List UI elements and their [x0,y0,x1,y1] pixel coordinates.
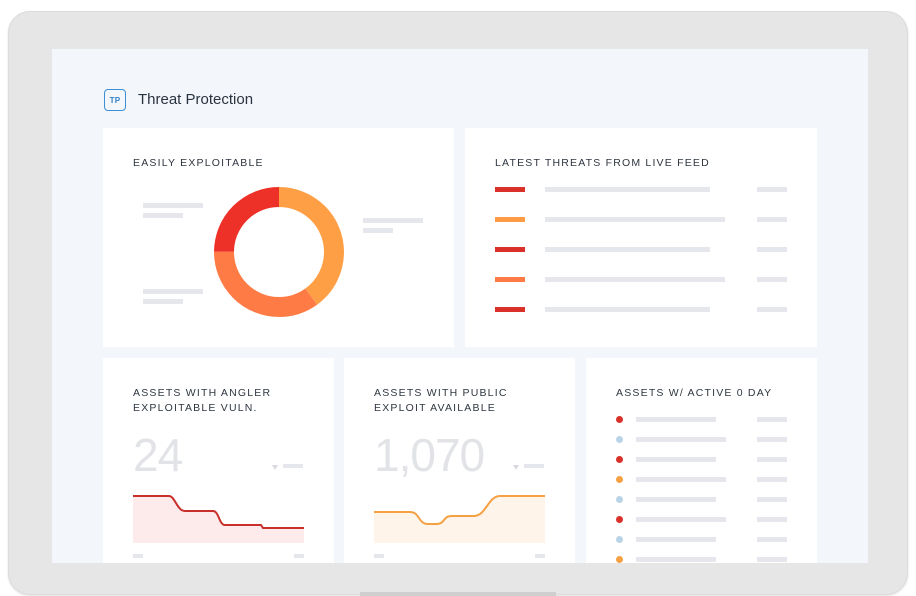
legend-placeholder [363,228,393,233]
threat-value-placeholder [757,187,787,192]
donut-segment-3[interactable] [214,187,344,317]
severity-indicator [495,307,525,312]
angler-count: 24 [133,429,183,481]
legend-placeholder [143,213,183,218]
page-title: Threat Protection [138,91,254,108]
asset-name-placeholder[interactable] [636,457,716,462]
asset-value-placeholder [757,537,787,542]
legend-placeholder [143,299,183,304]
threat-value-placeholder [757,247,787,252]
public-exploit-count: 1,070 [374,429,485,481]
asset-name-placeholder[interactable] [636,417,716,422]
legend-placeholder [363,218,423,223]
asset-value-placeholder [757,437,787,442]
asset-name-placeholder[interactable] [636,497,716,502]
severity-indicator [495,277,525,282]
threat-name-placeholder[interactable] [545,247,710,252]
asset-value-placeholder [757,417,787,422]
severity-indicator [495,247,525,252]
asset-name-placeholder[interactable] [636,437,726,442]
asset-name-placeholder[interactable] [636,537,716,542]
active-zero-day-card[interactable]: ASSETS W/ ACTIVE 0 DAY [586,358,817,563]
card-title-line: EXPLOITABLE VULN. [133,402,258,414]
threat-value-placeholder [757,217,787,222]
status-dot [616,516,623,523]
monitor-stand [360,592,556,596]
donut-chart[interactable] [209,182,349,322]
card-title: ASSETS WITH ANGLER EXPLOITABLE VULN. [133,386,271,416]
card-title: ASSETS W/ ACTIVE 0 DAY [616,387,773,399]
asset-value-placeholder [757,457,787,462]
status-dot [616,496,623,503]
angler-sparkline [133,495,304,543]
angler-vuln-card[interactable]: ASSETS WITH ANGLER EXPLOITABLE VULN. 24 [103,358,334,563]
card-title-line: EXPLOIT AVAILABLE [374,402,496,414]
asset-value-placeholder [757,477,787,482]
threat-protection-logo: TP [104,89,126,111]
axis-tick [133,554,143,558]
asset-value-placeholder [757,557,787,562]
card-title: LATEST THREATS FROM LIVE FEED [495,157,710,169]
easily-exploitable-card[interactable]: EASILY EXPLOITABLE [103,128,454,347]
threat-name-placeholder[interactable] [545,187,710,192]
card-title-line: ASSETS WITH ANGLER [133,387,272,399]
axis-tick [535,554,545,558]
severity-indicator [495,187,525,192]
status-dot [616,456,623,463]
status-dot [616,536,623,543]
latest-threats-card[interactable]: LATEST THREATS FROM LIVE FEED [465,128,817,347]
asset-value-placeholder [757,497,787,502]
card-title: EASILY EXPLOITABLE [133,157,264,169]
threat-value-placeholder [757,277,787,282]
trend-placeholder [524,464,544,468]
threat-name-placeholder[interactable] [545,277,725,282]
dashboard-screen: TP Threat Protection EASILY EXPLOITABLE … [52,49,868,563]
card-title-line: ASSETS WITH PUBLIC [374,387,508,399]
axis-tick [294,554,304,558]
asset-name-placeholder[interactable] [636,477,726,482]
asset-name-placeholder[interactable] [636,517,726,522]
status-dot [616,416,623,423]
legend-placeholder [143,203,203,208]
asset-value-placeholder [757,517,787,522]
severity-indicator [495,217,525,222]
trend-down-icon [513,465,519,470]
threat-value-placeholder [757,307,787,312]
threat-name-placeholder[interactable] [545,307,710,312]
legend-placeholder [143,289,203,294]
public-exploit-card[interactable]: ASSETS WITH PUBLIC EXPLOIT AVAILABLE 1,0… [344,358,575,563]
card-title: ASSETS WITH PUBLIC EXPLOIT AVAILABLE [374,386,508,416]
donut-segment-2[interactable] [214,187,344,317]
status-dot [616,556,623,563]
axis-tick [374,554,384,558]
trend-placeholder [283,464,303,468]
threat-name-placeholder[interactable] [545,217,725,222]
trend-down-icon [272,465,278,470]
status-dot [616,436,623,443]
asset-name-placeholder[interactable] [636,557,716,562]
status-dot [616,476,623,483]
public-exploit-sparkline [374,495,545,543]
